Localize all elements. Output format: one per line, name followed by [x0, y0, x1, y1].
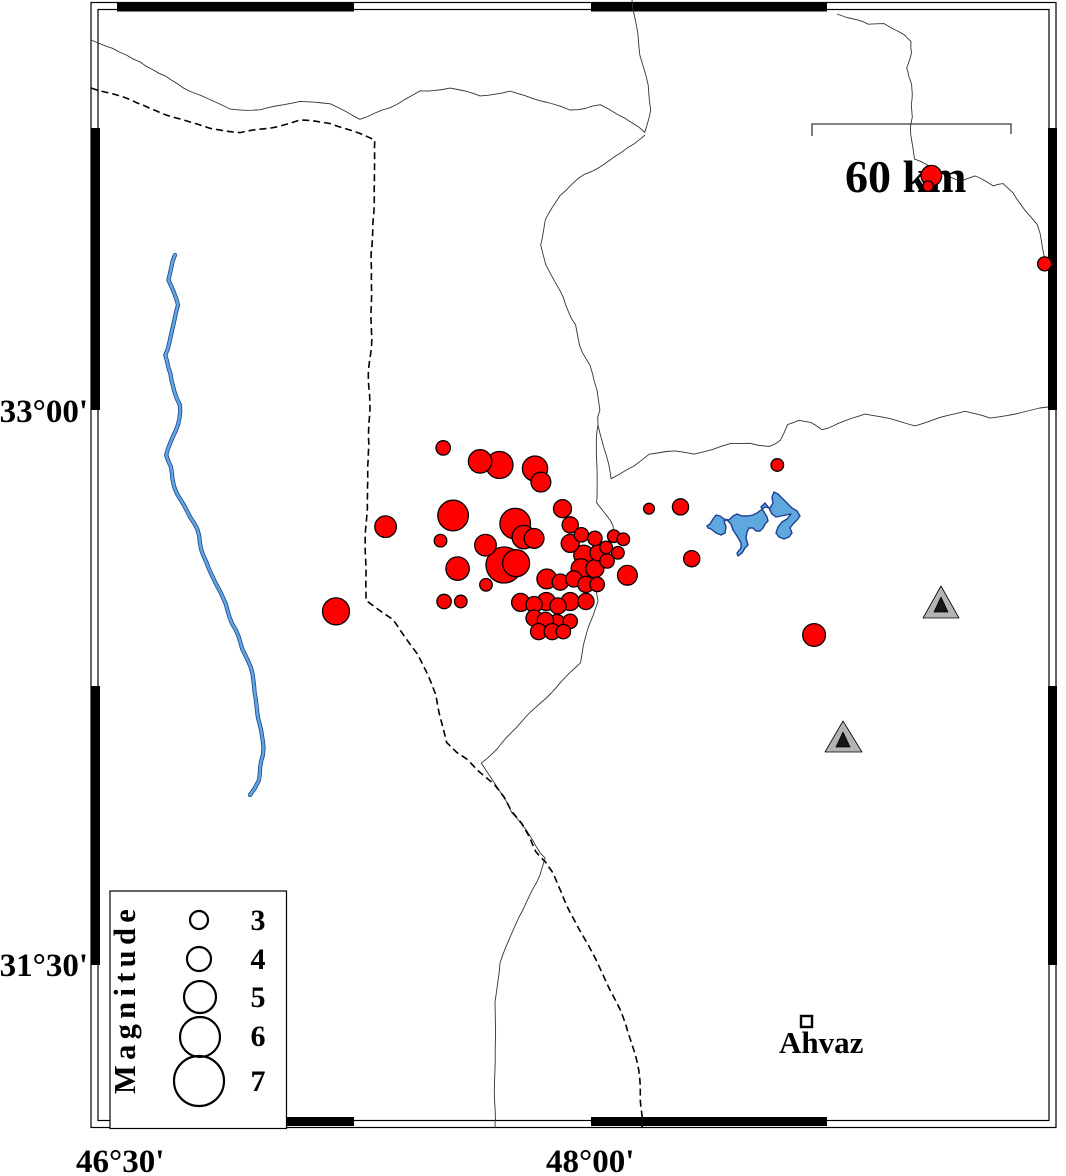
svg-text:31°30': 31°30': [0, 948, 88, 984]
svg-text:46°30': 46°30': [76, 1144, 164, 1176]
svg-text:3: 3: [251, 904, 266, 937]
svg-text:33°00': 33°00': [0, 394, 88, 430]
svg-text:60 km: 60 km: [845, 151, 966, 202]
svg-text:Magnitude: Magnitude: [108, 904, 142, 1094]
svg-text:4: 4: [251, 943, 266, 976]
svg-text:Ahvaz: Ahvaz: [779, 1025, 864, 1060]
svg-text:48°00': 48°00': [546, 1144, 634, 1176]
svg-text:5: 5: [251, 981, 266, 1014]
svg-text:6: 6: [251, 1020, 266, 1053]
svg-text:7: 7: [251, 1065, 266, 1098]
